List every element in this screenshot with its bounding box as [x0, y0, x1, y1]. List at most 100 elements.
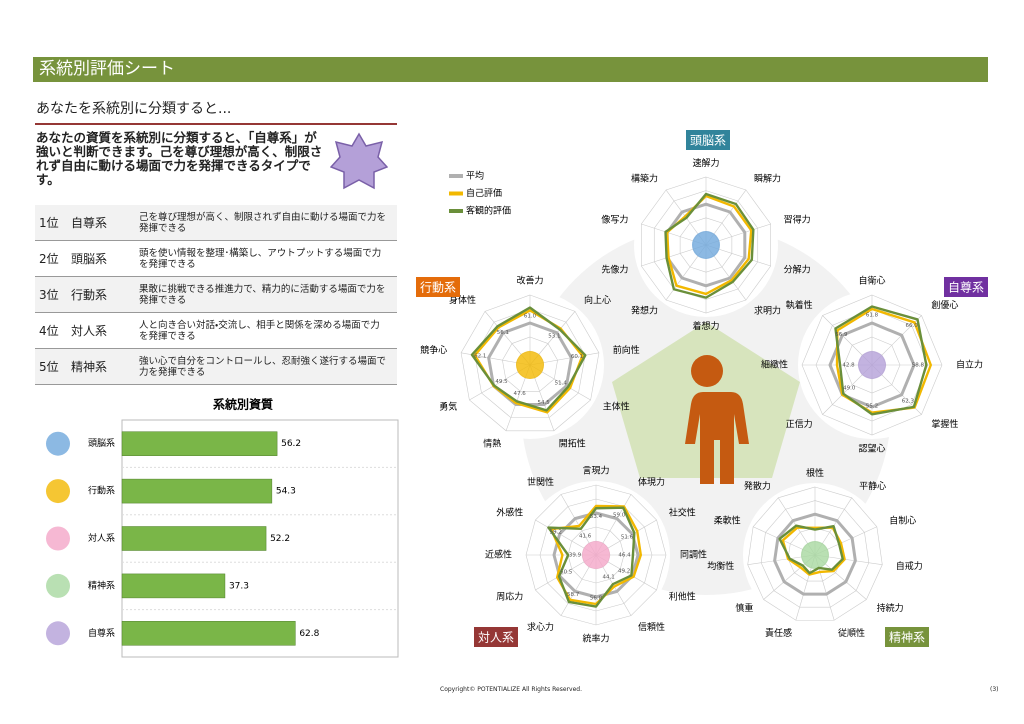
radar-icon — [692, 231, 720, 259]
radar-ring — [502, 336, 558, 392]
axis-label: 身体性 — [449, 294, 476, 306]
axis-label: 像写力 — [601, 213, 628, 225]
axis-label: 掌握性 — [931, 418, 958, 430]
value-label: 39.9 — [569, 553, 582, 559]
value-label: 58.7 — [567, 592, 580, 598]
value-label: 56.1 — [497, 330, 509, 336]
ranking-name: 精神系 — [70, 348, 138, 385]
ranking-row: 2位 頭脳系 頭を使い情報を整理･構築し、アウトプットする場面で力を発揮できる — [35, 240, 397, 277]
radar-ring — [760, 500, 870, 608]
axis-label: 均衡性 — [707, 560, 734, 572]
value-label: 53.1 — [548, 333, 560, 339]
ranking-rank: 4位 — [35, 312, 70, 349]
axis-label: 求心力 — [527, 621, 554, 633]
ranking-row: 1位 自尊系 己を尊び理想が高く、制限されず自由に動ける場面で力を発揮できる — [35, 205, 397, 241]
axis-label: 周応力 — [496, 591, 523, 603]
value-label: 37.3 — [229, 581, 249, 591]
legend-label: 自己評価 — [466, 187, 502, 199]
radar-ring — [460, 294, 600, 432]
axis-label: 慎重 — [735, 602, 753, 614]
value-label: 56.9 — [835, 332, 848, 338]
bar — [121, 621, 296, 646]
value-label: 62.8 — [299, 629, 319, 639]
value-label: 51.4 — [555, 380, 568, 386]
value-label: 52.2 — [270, 534, 290, 544]
person-icon — [683, 355, 749, 484]
value-label: 46.4 — [618, 553, 631, 559]
radar-title-box — [686, 130, 730, 150]
value-label: 59.2 — [550, 529, 562, 535]
value-label: 50.5 — [560, 570, 573, 576]
category-label: 行動系 — [88, 485, 115, 497]
ranking-name: 行動系 — [70, 276, 138, 313]
axis-label: 瞬解力 — [754, 172, 781, 184]
axis-label: 細緻性 — [761, 359, 788, 371]
ranking-text: 己を尊び理想が高く、制限されず自由に動ける場面で力を発揮できる — [138, 205, 397, 241]
value-label: 49.0 — [843, 385, 856, 391]
page-number: (3) — [990, 686, 999, 693]
radar-series — [781, 526, 846, 576]
value-label: 61.0 — [524, 314, 537, 320]
ranking-name: 頭脳系 — [70, 240, 138, 277]
axis-label: 社交性 — [669, 507, 696, 519]
axis-label: 自戒力 — [896, 560, 923, 572]
bar — [121, 526, 267, 551]
value-label: 54.3 — [276, 487, 296, 497]
axis-label: 情熱 — [483, 437, 501, 449]
value-label: 56.8 — [590, 596, 603, 602]
axis-label: 勇気 — [439, 401, 457, 413]
axis-label: 自立力 — [956, 359, 983, 371]
category-label: 精神系 — [88, 579, 115, 591]
value-label: 55.2 — [866, 403, 878, 409]
axis-label: 同調性 — [680, 549, 707, 561]
radar-series — [549, 504, 642, 606]
axis-label: 習得力 — [784, 213, 811, 225]
category-icon — [46, 431, 70, 456]
axis-label: 信頼性 — [638, 621, 665, 633]
category-icon — [46, 479, 70, 504]
value-label: 60.1 — [571, 354, 583, 360]
axis-label: 向上心 — [584, 294, 611, 306]
ranking-text: 果敢に挑戦できる推進力で、精力的に活動する場面で力を発揮できる — [138, 276, 397, 313]
ranking-text: 人と向き合い対話・交流し、相手と関係を深める場面で力を発揮できる — [138, 312, 397, 349]
ranking-rank: 3位 — [35, 276, 70, 313]
value-label: 51.6 — [621, 535, 634, 541]
axis-label: 柔軟性 — [714, 515, 741, 527]
legend-label: 平均 — [466, 170, 484, 182]
radar-icon — [582, 541, 610, 569]
ranking-row: 5位 精神系 強い心で自分をコントロールし、忍耐強く遂行する場面で力を発揮できる — [35, 348, 397, 385]
ranking-text: 強い心で自分をコントロールし、忍耐強く遂行する場面で力を発揮できる — [138, 348, 397, 385]
bar — [121, 573, 226, 599]
legend-label: 客観的評価 — [466, 205, 511, 217]
axis-label: 競争心 — [420, 344, 447, 356]
axis-label: 従順性 — [838, 627, 865, 639]
ranking-rank: 1位 — [35, 205, 70, 241]
value-label: 66.0 — [905, 323, 918, 329]
value-label: 53.4 — [590, 514, 603, 520]
ranking-rank: 5位 — [35, 348, 70, 385]
axis-label: 自衛心 — [858, 275, 885, 287]
value-label: 42.8 — [842, 363, 855, 369]
axis-label: 正信力 — [786, 418, 813, 430]
value-label: 41.6 — [579, 534, 592, 540]
axis-label: 構築力 — [631, 172, 658, 184]
axis-label: 根性 — [806, 467, 824, 479]
axis-label: 世関性 — [527, 476, 554, 488]
radar-series — [664, 192, 755, 299]
axis-label: 分解力 — [784, 264, 811, 276]
radar-title-box — [416, 277, 460, 297]
radar-series — [665, 202, 747, 288]
radar-title: 対人系 — [478, 631, 514, 645]
bar — [121, 478, 273, 504]
radar-series — [552, 511, 640, 599]
axis-label: 執着性 — [786, 299, 813, 311]
ranking-table: 1位 自尊系 己を尊び理想が高く、制限されず自由に動ける場面で力を発揮できる 2位 頭脳… — [35, 205, 397, 385]
ranking-row: 4位 対人系 人と向き合い対話・交流し、相手と関係を深める場面で力を発揮できる — [35, 312, 397, 349]
axis-label: 持続力 — [877, 602, 904, 614]
category-icon — [46, 526, 70, 551]
radar-icon — [801, 541, 829, 569]
axis-label: 統率力 — [582, 633, 609, 645]
radar-series — [834, 305, 928, 416]
